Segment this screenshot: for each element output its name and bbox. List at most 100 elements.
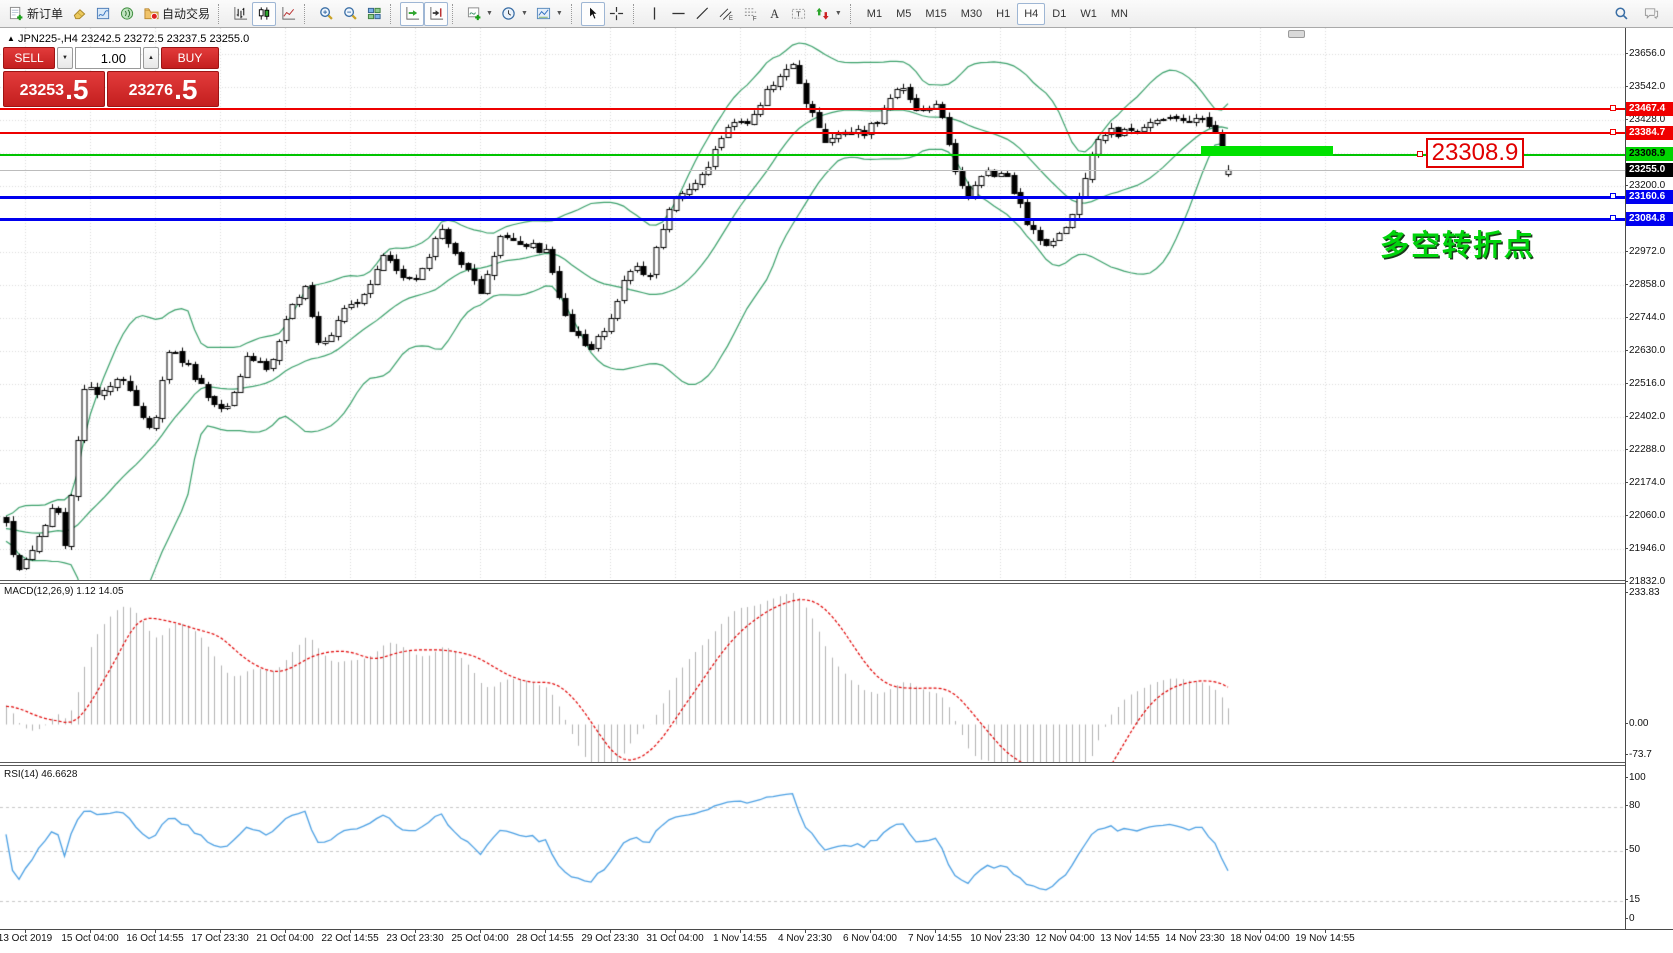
resistance-line-1[interactable] xyxy=(0,107,1625,110)
autotrading-button[interactable]: 自动交易 xyxy=(139,2,214,26)
timeframe-m1-button[interactable]: M1 xyxy=(866,7,883,20)
timeframe-m5-button[interactable]: M5 xyxy=(896,7,912,20)
support-line-2-handle[interactable] xyxy=(1610,215,1616,222)
autotrading-button-label: 自动交易 xyxy=(162,7,211,21)
trendline-button[interactable] xyxy=(691,2,715,26)
support-line-1-handle[interactable] xyxy=(1610,193,1616,200)
line-chart-button[interactable] xyxy=(276,2,300,26)
time-tick-label: 13 Oct 2019 xyxy=(0,933,53,944)
time-tick xyxy=(90,930,91,933)
sell-price-frac: .5 xyxy=(65,74,89,105)
support-line-1[interactable] xyxy=(0,195,1625,199)
arrows-icon xyxy=(815,6,831,22)
timeframe-mn-button[interactable]: MN xyxy=(1110,7,1128,20)
vertical-line-button[interactable] xyxy=(643,2,667,26)
annotation-note[interactable]: 多空转折点 xyxy=(1380,230,1536,262)
time-tick xyxy=(740,930,741,933)
time-tick-label: 28 Oct 14:55 xyxy=(516,933,574,944)
volume-input[interactable]: 1.00 xyxy=(75,47,141,69)
price-axis[interactable]: 23656.0 23542.0 23428.0 23200.0 22972.0 22858… xyxy=(1625,28,1673,946)
time-tick xyxy=(155,930,156,933)
resistance-line-1-handle[interactable] xyxy=(1610,104,1616,111)
indicators-button[interactable]: ▼ xyxy=(462,2,497,26)
candles-icon xyxy=(256,6,272,22)
price-callout-handle[interactable] xyxy=(1417,150,1423,157)
buy-button[interactable]: BUY xyxy=(161,47,219,69)
channel-button[interactable]: E xyxy=(715,2,739,26)
chart-shift-button[interactable] xyxy=(424,1,449,26)
resistance-line-1-badge: 23467.4 xyxy=(1626,102,1673,116)
timeframe-h4-button[interactable]: H4 xyxy=(1017,2,1046,25)
support-line-2[interactable] xyxy=(0,217,1625,221)
crosshair-button[interactable] xyxy=(605,2,629,26)
bid-price-line[interactable] xyxy=(0,169,1625,171)
price-tick-label: 22972.0 xyxy=(1625,247,1673,257)
price-tick-label: 22630.0 xyxy=(1625,346,1673,356)
hline-icon xyxy=(671,6,687,22)
buy-price-frac: .5 xyxy=(174,74,198,105)
macd-canvas[interactable] xyxy=(0,584,1625,762)
bar-chart-button[interactable] xyxy=(228,2,252,26)
macd-rsi-divider[interactable] xyxy=(0,762,1673,766)
zoom-in-button[interactable] xyxy=(314,2,338,26)
new-order-button-label: 新订单 xyxy=(27,7,64,21)
time-axis[interactable]: 13 Oct 2019 15 Oct 04:00 16 Oct 14:55 17 Oc… xyxy=(0,929,1673,946)
price-callout-label[interactable]: 23308.9 xyxy=(1426,138,1524,168)
main-macd-divider[interactable] xyxy=(0,580,1673,584)
volume-increase-button[interactable]: ▲ xyxy=(143,47,159,69)
auto-scroll-button[interactable] xyxy=(400,1,425,26)
sell-price-button[interactable]: 23253.5 xyxy=(3,71,105,107)
text-button[interactable]: A xyxy=(763,2,787,26)
periods-button[interactable]: ▼ xyxy=(497,2,532,26)
toolbar-right xyxy=(1609,2,1669,26)
highlight-bar[interactable] xyxy=(1201,146,1333,156)
time-tick xyxy=(480,930,481,933)
tline-icon xyxy=(695,6,711,22)
profiles-button[interactable] xyxy=(91,2,115,26)
chevron-down-icon: ▼ xyxy=(834,10,842,17)
chart-scrollbar-thumb[interactable] xyxy=(1288,30,1305,38)
time-tick-label: 22 Oct 14:55 xyxy=(321,933,379,944)
buy-price-button[interactable]: 23276.5 xyxy=(107,71,219,107)
pivot-line[interactable] xyxy=(0,153,1625,156)
chat-button[interactable] xyxy=(1639,2,1663,26)
tile-windows-button[interactable] xyxy=(362,2,386,26)
candlestick-button[interactable] xyxy=(252,1,277,26)
tile-icon xyxy=(366,6,382,22)
arrows-button[interactable]: ▼ xyxy=(811,2,846,26)
horizontal-line-button[interactable] xyxy=(667,2,691,26)
fibonacci-button[interactable]: F xyxy=(739,2,763,26)
timeframe-m30-button[interactable]: M30 xyxy=(960,7,983,20)
timeframe-m15-button[interactable]: M15 xyxy=(925,7,947,20)
signal-button[interactable] xyxy=(115,2,139,26)
resistance-line-2-handle[interactable] xyxy=(1610,128,1616,135)
timeframe-h1-button[interactable]: H1 xyxy=(996,7,1011,20)
rsi-canvas[interactable] xyxy=(0,766,1625,929)
collapse-icon[interactable]: ▲ xyxy=(7,34,15,43)
sell-button[interactable]: SELL xyxy=(3,47,55,69)
cursor-button[interactable] xyxy=(580,1,605,26)
time-tick-label: 6 Nov 04:00 xyxy=(843,933,897,944)
new-order-button[interactable]: 新订单 xyxy=(4,2,67,26)
search-button[interactable] xyxy=(1609,2,1633,26)
macd-axis-label: 0.00 xyxy=(1625,719,1673,729)
time-tick xyxy=(805,930,806,933)
main-chart-canvas[interactable] xyxy=(0,28,1625,580)
eraser-button[interactable] xyxy=(67,2,91,26)
time-tick-label: 15 Oct 04:00 xyxy=(61,933,119,944)
zoom-out-button[interactable] xyxy=(338,2,362,26)
resistance-line-2[interactable] xyxy=(0,131,1625,134)
time-tick xyxy=(675,930,676,933)
price-tick-label: 23200.0 xyxy=(1625,181,1673,191)
search-icon xyxy=(1613,6,1629,22)
volume-decrease-button[interactable]: ▼ xyxy=(57,47,73,69)
cursor-icon xyxy=(585,6,601,22)
timeframe-d1-button[interactable]: D1 xyxy=(1052,7,1067,20)
low-value: 23237.5 xyxy=(166,33,207,45)
timeframe-w1-button[interactable]: W1 xyxy=(1080,7,1097,20)
templates-button[interactable]: ▼ xyxy=(532,2,567,26)
toolbar-separator xyxy=(849,3,857,24)
label-button[interactable]: T xyxy=(787,2,811,26)
bid-price-line-badge: 23255.0 xyxy=(1626,163,1673,177)
toolbar-separator xyxy=(390,3,397,24)
